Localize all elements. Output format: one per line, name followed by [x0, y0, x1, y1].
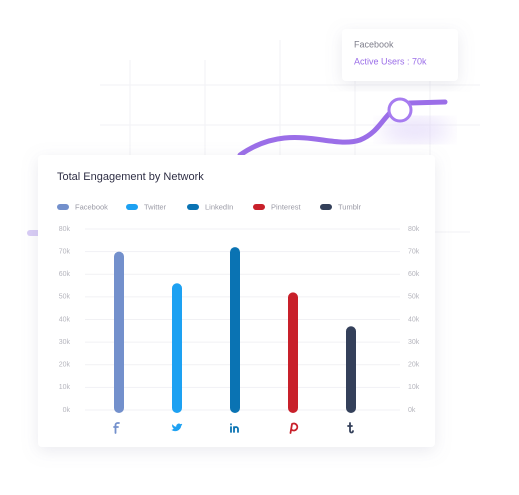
- legend-label: Facebook: [75, 202, 108, 211]
- tooltip: [342, 29, 458, 81]
- chart-title: Total Engagement by Network: [57, 171, 204, 183]
- y2-tick-label: 20k: [408, 362, 420, 369]
- y2-tick-label: 40k: [408, 316, 420, 323]
- y-tick-label: 70k: [59, 248, 71, 255]
- tooltip-text: Active Users : 70k: [354, 56, 427, 66]
- legend-marker: [126, 204, 138, 210]
- x-icon: [171, 423, 183, 432]
- legend-label: Twitter: [144, 202, 167, 211]
- y-tick-label: 40k: [59, 316, 71, 323]
- y2-tick-label: 80k: [408, 226, 420, 233]
- y-tick-label: 0k: [63, 407, 71, 414]
- y2-tick-label: 70k: [408, 248, 420, 255]
- y-tick-label: 50k: [59, 294, 71, 301]
- bar: [288, 292, 298, 413]
- glow: [380, 118, 450, 142]
- y-tick-label: 10k: [59, 384, 71, 391]
- legend-label: Tumblr: [338, 202, 362, 211]
- x-icon: [113, 422, 120, 434]
- y-tick-label: 20k: [59, 362, 71, 369]
- x-icon: [230, 423, 239, 433]
- y2-tick-label: 10k: [408, 384, 420, 391]
- y2-tick-label: 0k: [408, 407, 416, 414]
- bar: [346, 326, 356, 413]
- y-tick-label: 30k: [59, 339, 71, 346]
- tooltip-title: Facebook: [354, 39, 394, 49]
- legend-label: LinkedIn: [205, 202, 233, 211]
- y2-tick-label: 50k: [408, 294, 420, 301]
- y-tick-label: 80k: [59, 226, 71, 233]
- legend-label: Pinterest: [271, 202, 302, 211]
- point-marker: [387, 97, 413, 123]
- x-icon: [289, 422, 299, 434]
- legend-marker: [57, 204, 69, 210]
- bar: [114, 251, 124, 413]
- legend-marker: [187, 204, 199, 210]
- bar: [230, 247, 240, 413]
- y2-tick-label: 30k: [408, 339, 420, 346]
- y2-tick-label: 60k: [408, 271, 420, 278]
- legend-marker: [253, 204, 265, 210]
- bar: [172, 283, 182, 413]
- legend-marker: [320, 204, 332, 210]
- plot: 0k 0k 10k 10k 20k 20k 30k 30k 40k 40k 50k 50k 60k 60k…: [57, 202, 420, 434]
- x-icon: [347, 422, 354, 434]
- y-tick-label: 60k: [59, 271, 71, 278]
